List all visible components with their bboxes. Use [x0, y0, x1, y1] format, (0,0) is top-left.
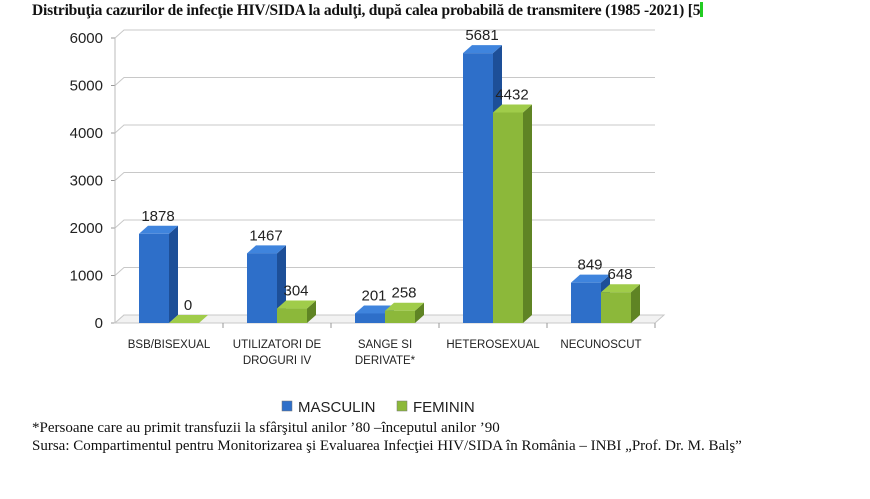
x-category-label: DROGURI IV — [243, 355, 312, 367]
data-label: 0 — [184, 297, 192, 314]
bar-masculin — [571, 282, 601, 323]
legend-label: MASCULIN — [298, 399, 376, 416]
y-tick-label: 2000 — [70, 220, 103, 237]
bar-side — [415, 302, 424, 323]
data-label: 1878 — [141, 208, 174, 225]
y-tick-label: 1000 — [70, 268, 103, 285]
bar-side — [307, 300, 316, 323]
data-label: 258 — [391, 285, 416, 302]
bar-feminin — [601, 292, 631, 323]
gridline — [114, 219, 655, 229]
data-label: 4432 — [495, 86, 528, 103]
chart-title: Distribuţia cazurilor de infecţie HIV/SI… — [32, 2, 704, 20]
data-label: 304 — [283, 283, 308, 300]
bar-feminin — [493, 112, 523, 323]
data-label: 849 — [577, 257, 602, 274]
x-category-label: HETEROSEXUAL — [446, 339, 540, 351]
gridline — [114, 29, 655, 39]
bar-masculin — [355, 313, 385, 323]
legend-swatch-feminin — [396, 400, 408, 412]
y-tick-label: 6000 — [70, 30, 103, 47]
bar-top — [601, 284, 640, 293]
legend-label: FEMININ — [413, 399, 475, 416]
chart-title-text: Distribuţia cazurilor de infecţie HIV/SI… — [32, 2, 701, 19]
bar-feminin — [385, 310, 415, 323]
y-tick-label: 3000 — [70, 173, 103, 190]
gridline — [114, 77, 655, 86]
x-category-label: BSB/BISEXUAL — [128, 339, 211, 351]
data-label: 648 — [607, 266, 632, 283]
data-label: 1467 — [249, 227, 282, 244]
bar-chart: 0 1000 2000 3000 4000 5000 6000 BSB/BISEXUAL 187… — [70, 27, 666, 416]
bar-masculin — [463, 53, 493, 324]
data-label: 5681 — [465, 27, 498, 44]
x-category-label: SANGE SI — [358, 339, 412, 351]
bar-top — [247, 245, 286, 254]
bar-top — [493, 104, 532, 113]
footnote: *Persoane care au primit transfuzii la s… — [32, 420, 500, 436]
bar-top — [571, 274, 610, 283]
y-tick-label: 4000 — [70, 125, 103, 142]
source-note: Sursa: Compartimentul pentru Monitorizar… — [32, 438, 742, 454]
bar-top — [169, 315, 208, 323]
bar-masculin — [247, 253, 277, 323]
bar-side — [169, 225, 178, 323]
bar-side — [631, 284, 640, 323]
bar-top — [139, 225, 178, 234]
bar-top — [277, 300, 316, 309]
bar-top — [463, 45, 502, 54]
x-category-label: UTILIZATORI DE — [233, 339, 322, 351]
bar-masculin — [139, 233, 169, 323]
gridline — [114, 124, 655, 134]
x-category-label: DERIVATE* — [355, 355, 416, 367]
data-label: 201 — [361, 287, 386, 304]
bar-side — [523, 104, 532, 323]
gridline — [114, 172, 655, 181]
legend-swatch-masculin — [281, 400, 293, 412]
y-tick-label: 0 — [95, 315, 103, 332]
highlight-marker — [700, 2, 704, 17]
bar-top — [385, 302, 424, 311]
bar-feminin — [277, 308, 307, 323]
gridline — [114, 267, 655, 276]
y-tick-label: 5000 — [70, 78, 103, 95]
bar-top — [355, 305, 394, 314]
x-category-label: NECUNOSCUT — [560, 339, 641, 351]
